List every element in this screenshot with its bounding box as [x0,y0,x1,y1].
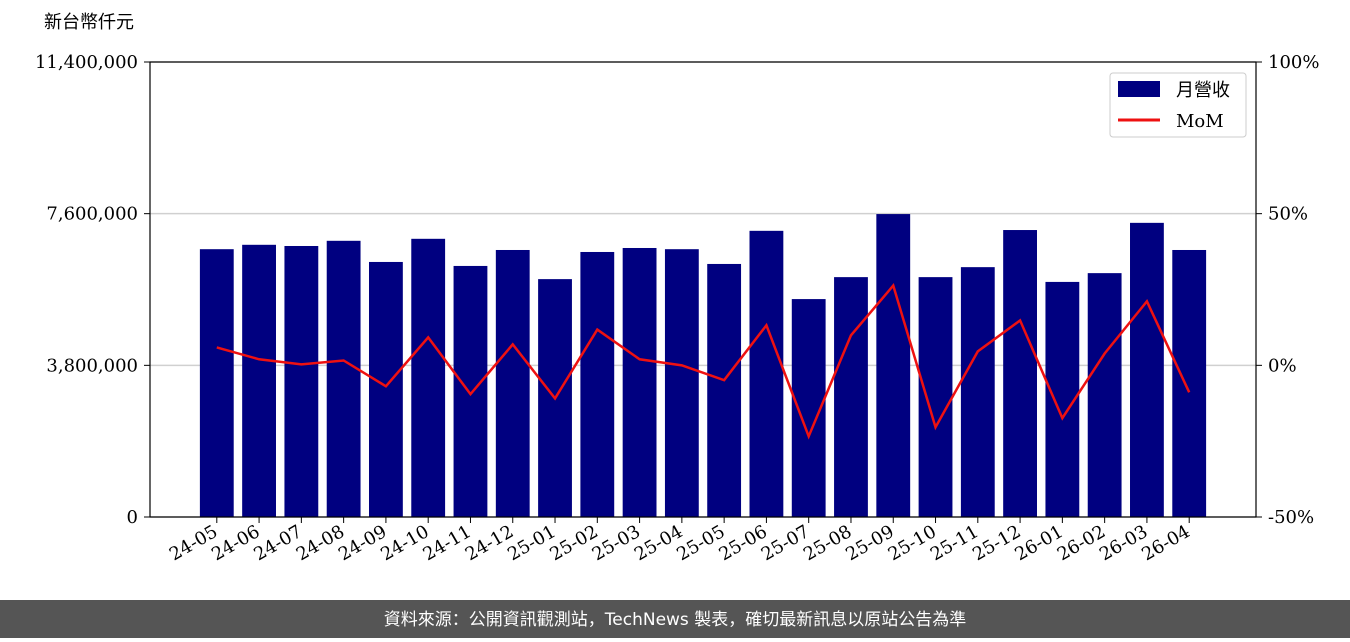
y2-tick-label: 100% [1268,52,1319,73]
y2-tick-label: -50% [1268,507,1314,528]
footer-bar [0,600,1350,638]
bar [918,277,953,517]
bar [242,244,276,517]
plot-frame [149,61,1257,518]
y-tick-label: 3,800,000 [46,355,138,376]
bar [284,245,319,518]
footer: 資料來源：公開資訊觀測站，TechNews 製表，確切最新訊息以原站公告為準 [384,610,966,630]
y-tick-label: 0 [127,507,138,528]
bar [834,277,868,517]
bar [453,265,488,517]
bar [622,247,657,518]
bar [1130,222,1164,517]
bar [495,249,530,517]
y2-tick-label: 0% [1268,355,1297,376]
y-tick-label: 11,400,000 [35,52,138,73]
y-tick-label: 7,600,000 [46,204,138,225]
bar [1087,273,1122,517]
line [216,282,1191,440]
bar [326,240,361,518]
y2-tick-label: 50% [1268,204,1308,225]
bar [1172,249,1207,517]
y-axis-label: 新台幣仟元 [44,12,134,33]
legend-label: MoM [1176,111,1224,132]
legend-label: 月營收 [1176,80,1230,101]
bar [1003,230,1037,517]
bar [580,251,615,517]
bar [707,263,742,517]
bar [199,249,234,517]
legend-swatch [1118,81,1160,97]
bar [749,230,784,517]
bar [876,214,911,517]
bar [960,267,995,517]
bar [369,261,403,517]
bar [411,238,446,517]
bar [664,249,699,517]
x-tick-label: 26-04 [1138,521,1193,565]
